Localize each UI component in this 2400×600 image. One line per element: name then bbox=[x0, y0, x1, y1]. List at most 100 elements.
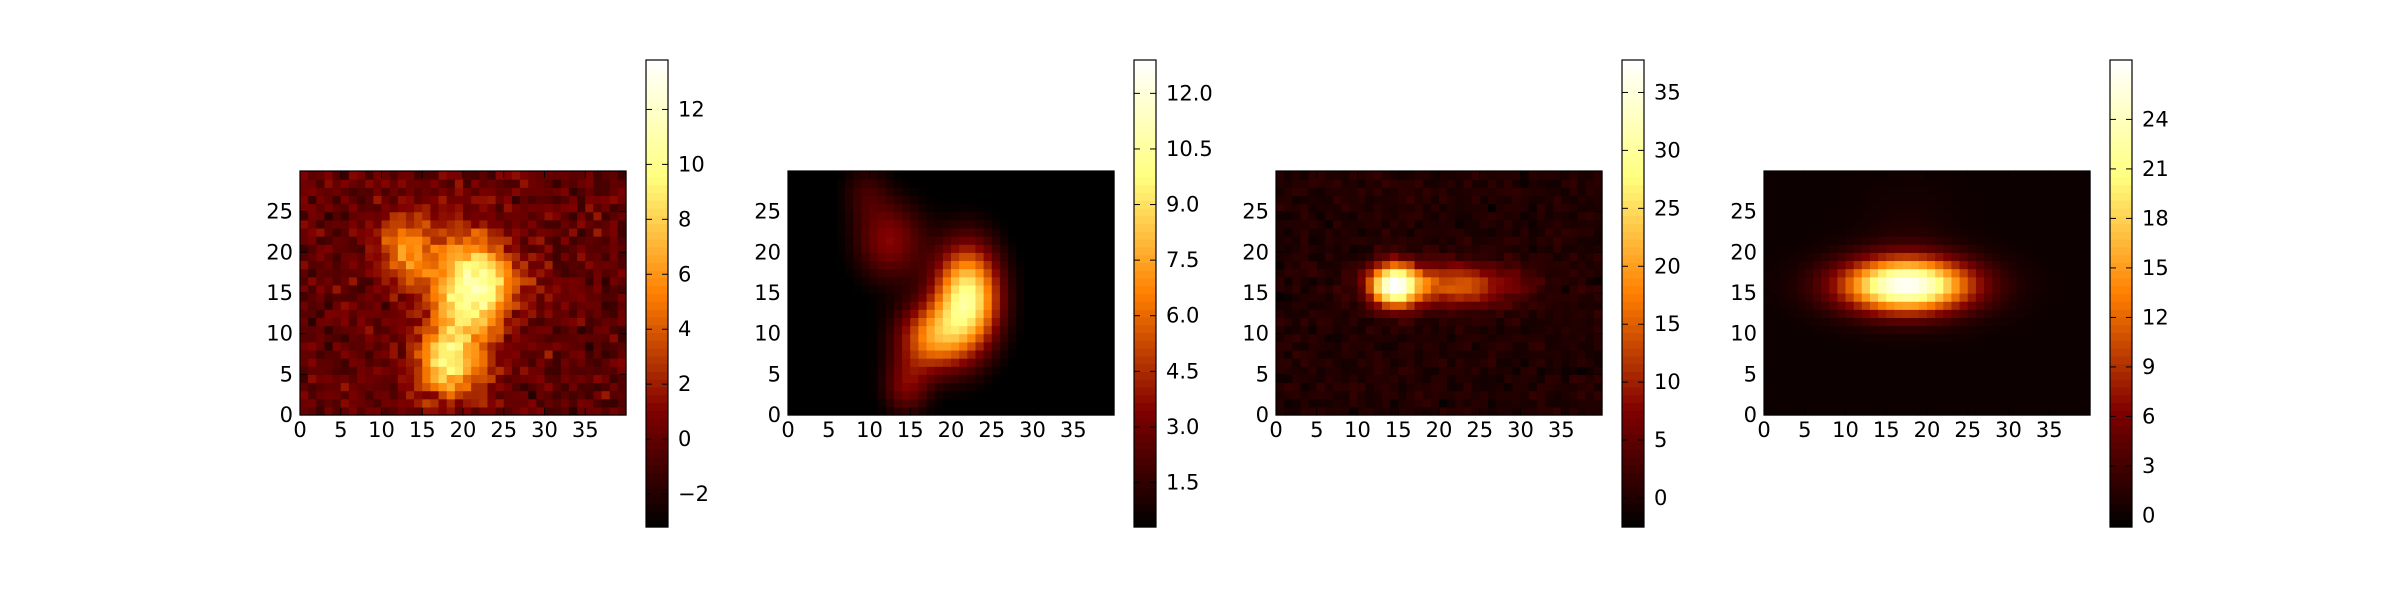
heatmap-cell bbox=[1536, 219, 1546, 229]
heatmap-cell bbox=[1300, 171, 1310, 180]
colorbar-segment bbox=[1134, 67, 1156, 77]
heatmap-cell bbox=[1406, 390, 1416, 400]
heatmap-cell bbox=[422, 284, 431, 294]
heatmap-cell bbox=[1455, 341, 1465, 351]
heatmap-cell bbox=[1381, 244, 1391, 253]
heatmap-cell bbox=[454, 171, 464, 180]
heatmap-cell bbox=[389, 244, 399, 253]
heatmap-cell bbox=[1577, 390, 1587, 400]
heatmap-cell bbox=[1487, 171, 1497, 180]
heatmap-cell bbox=[1300, 276, 1310, 286]
heatmap-cell bbox=[1821, 374, 1830, 384]
heatmap-cell bbox=[1593, 203, 1603, 213]
colorbar-segment bbox=[1622, 456, 1644, 466]
heatmap-cell bbox=[422, 260, 431, 270]
heatmap-cell bbox=[1943, 358, 1953, 367]
heatmap-cell bbox=[528, 195, 537, 205]
heatmap-cell bbox=[1032, 179, 1042, 188]
heatmap-cell bbox=[1487, 276, 1497, 286]
heatmap-cell bbox=[885, 171, 895, 180]
heatmap-cell bbox=[1056, 333, 1066, 343]
heatmap-cell bbox=[2081, 382, 2091, 392]
heatmap-cell bbox=[1471, 244, 1481, 253]
heatmap-cell bbox=[1447, 227, 1456, 237]
heatmap-cell bbox=[1804, 341, 1814, 351]
heatmap-cell bbox=[1861, 325, 1871, 335]
heatmap-cell bbox=[348, 236, 358, 245]
heatmap-cell bbox=[585, 366, 594, 375]
heatmap-cell bbox=[463, 260, 472, 270]
colorbar-segment bbox=[1622, 386, 1644, 396]
heatmap-cell bbox=[861, 325, 871, 335]
heatmap-cell bbox=[1593, 244, 1603, 253]
heatmap-cell bbox=[544, 301, 554, 310]
heatmap-cell bbox=[853, 349, 862, 359]
heatmap-cell bbox=[1845, 366, 1855, 375]
heatmap-cell bbox=[1821, 309, 1830, 318]
heatmap-cell bbox=[1089, 333, 1099, 343]
heatmap-cell bbox=[381, 325, 391, 335]
heatmap-cell bbox=[1390, 382, 1399, 392]
heatmap-cell bbox=[1365, 341, 1375, 351]
heatmap-cell bbox=[601, 333, 611, 343]
heatmap-cell bbox=[942, 293, 952, 302]
heatmap-cell bbox=[1455, 244, 1465, 253]
heatmap-cell bbox=[430, 293, 440, 302]
heatmap-cell bbox=[1016, 284, 1025, 294]
heatmap-cell bbox=[1349, 284, 1359, 294]
heatmap-cell bbox=[1837, 244, 1847, 253]
heatmap-cell bbox=[1569, 268, 1579, 278]
heatmap-cell bbox=[828, 171, 838, 180]
heatmap-cell bbox=[1048, 203, 1058, 213]
heatmap-cell bbox=[1373, 333, 1383, 343]
heatmap-cell bbox=[1390, 358, 1399, 367]
colorbar-segment bbox=[646, 168, 668, 178]
heatmap-cell bbox=[1504, 374, 1513, 384]
heatmap-cell bbox=[812, 260, 822, 270]
heatmap-cell bbox=[1764, 211, 1773, 221]
heatmap-cell bbox=[934, 252, 944, 262]
heatmap-cell bbox=[560, 293, 570, 302]
heatmap-cell bbox=[1406, 382, 1416, 392]
heatmap-cell bbox=[405, 390, 415, 400]
heatmap-cell bbox=[1292, 317, 1302, 327]
heatmap-cell bbox=[1447, 293, 1456, 302]
heatmap-cell bbox=[357, 227, 366, 237]
heatmap-cell bbox=[430, 374, 440, 384]
heatmap-cell bbox=[357, 358, 366, 367]
heatmap-cell bbox=[991, 341, 1001, 351]
heatmap-cell bbox=[1927, 406, 1936, 416]
heatmap-cell bbox=[885, 406, 895, 416]
heatmap-cell bbox=[1422, 349, 1432, 359]
heatmap-cell bbox=[1292, 244, 1302, 253]
heatmap-cell bbox=[1455, 301, 1465, 310]
heatmap-cell bbox=[893, 406, 903, 416]
heatmap-cell bbox=[788, 390, 797, 400]
heatmap-cell bbox=[308, 325, 317, 335]
heatmap-cell bbox=[975, 284, 985, 294]
heatmap-cell bbox=[1373, 171, 1383, 180]
heatmap-cell bbox=[1487, 203, 1497, 213]
heatmap-cell bbox=[1479, 341, 1489, 351]
heatmap-cell bbox=[1471, 349, 1481, 359]
heatmap-cell bbox=[593, 406, 603, 416]
heatmap-cell bbox=[845, 293, 854, 302]
heatmap-cell bbox=[1284, 309, 1293, 318]
heatmap-cell bbox=[1056, 284, 1066, 294]
heatmap-cell bbox=[1398, 390, 1407, 400]
heatmap-cell bbox=[1496, 260, 1505, 270]
heatmap-cell bbox=[902, 211, 911, 221]
heatmap-cell bbox=[1902, 268, 1912, 278]
heatmap-cell bbox=[1878, 325, 1887, 335]
heatmap-cell bbox=[1455, 236, 1465, 245]
heatmap-cell bbox=[357, 252, 366, 262]
heatmap-cell bbox=[1837, 349, 1847, 359]
heatmap-cell bbox=[951, 366, 960, 375]
heatmap-cell bbox=[1024, 390, 1034, 400]
heatmap-cell bbox=[454, 195, 464, 205]
heatmap-cell bbox=[836, 406, 846, 416]
heatmap-cell bbox=[1951, 382, 1961, 392]
heatmap-cell bbox=[1585, 187, 1595, 196]
heatmap-cell bbox=[951, 268, 960, 278]
